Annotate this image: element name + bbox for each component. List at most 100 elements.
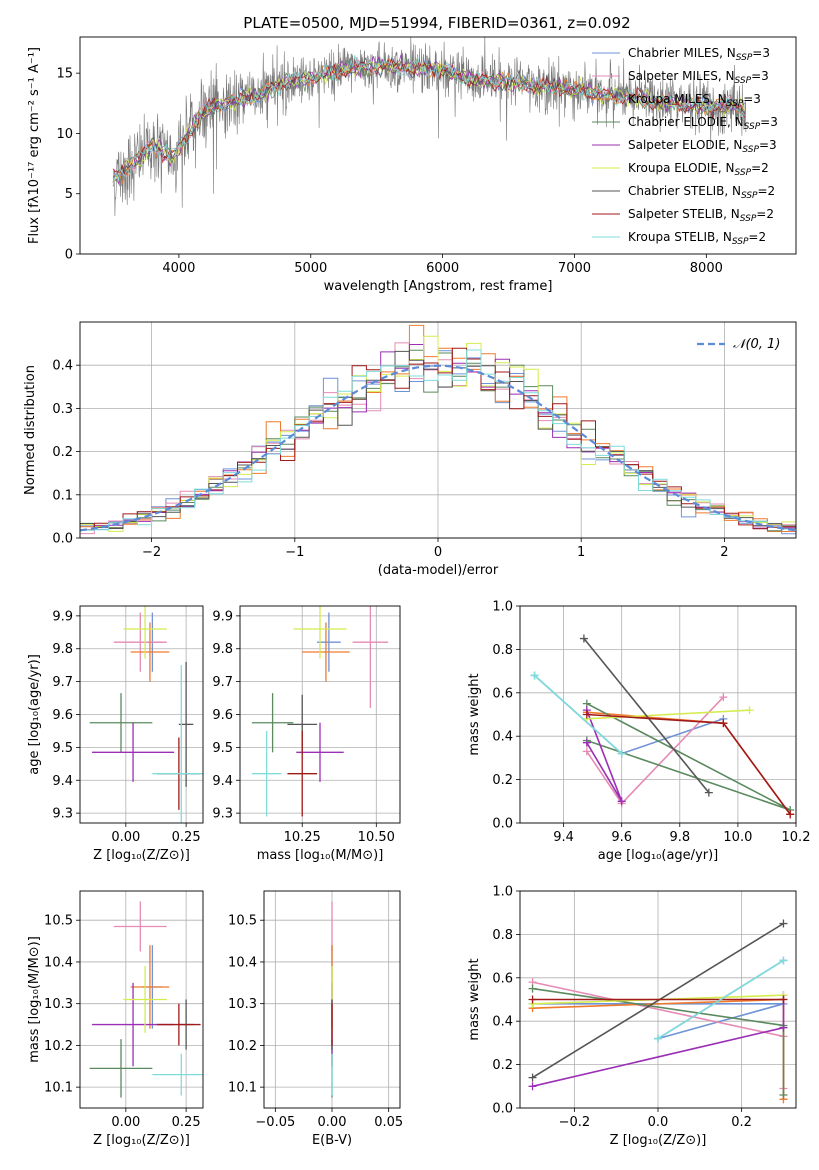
x-tick-label: 9.4 xyxy=(553,830,574,845)
y-tick-label: 10.3 xyxy=(228,997,257,1012)
weight-series-line xyxy=(657,959,784,1040)
x-tick-label: 7000 xyxy=(558,261,591,276)
x-tick-label: 10.25 xyxy=(284,830,321,845)
legend-model-name: Chabrier ELODIE, N xyxy=(628,115,744,129)
axes-frame xyxy=(519,605,797,824)
weight-point-marker xyxy=(654,1034,662,1043)
histogram-series xyxy=(80,349,796,538)
weight-point-marker xyxy=(745,706,754,715)
legend-entry: Kroupa STELIB, NSSP=2 xyxy=(628,230,766,247)
axes-frame xyxy=(79,890,204,1109)
errorbar-point xyxy=(130,945,170,1029)
legend-nssp-sub: SSP xyxy=(742,145,759,155)
y-tick-label: 0.8 xyxy=(492,928,513,943)
errorbar-point xyxy=(251,730,282,817)
weight-series-line xyxy=(583,637,710,794)
axes-frame xyxy=(79,605,204,824)
x-axis-label: wavelength [Angstrom, rest frame] xyxy=(324,279,553,294)
errorbar-point xyxy=(157,1003,201,1046)
y-tick-label: 0.2 xyxy=(52,445,73,460)
y-tick-label: 10.3 xyxy=(44,997,73,1012)
y-tick-label: 0.8 xyxy=(492,643,513,658)
errorbar-point xyxy=(302,622,350,682)
y-tick-label: 0.1 xyxy=(52,488,73,503)
x-tick-label: −0.05 xyxy=(255,1115,295,1130)
x-tick-label: 0.25 xyxy=(172,1115,201,1130)
legend-nssp-sub: SSP xyxy=(732,237,749,247)
legend-entry: Chabrier MILES, NSSP=3 xyxy=(628,46,770,63)
x-tick-label: 0.25 xyxy=(172,830,201,845)
plot-area xyxy=(89,901,203,1098)
y-axis-label: mass weight xyxy=(467,673,482,755)
x-tick-label: 10.50 xyxy=(358,830,395,845)
legend-entry: Kroupa ELODIE, NSSP=2 xyxy=(628,161,769,178)
x-tick-label: 9.6 xyxy=(611,830,632,845)
y-tick-label: 5 xyxy=(65,187,73,202)
weight-point-marker xyxy=(779,956,788,965)
weight-point-marker xyxy=(528,995,537,1004)
legend-nssp-value: =3 xyxy=(759,138,777,152)
errorbar-point xyxy=(251,693,294,753)
x-tick-label: −0.2 xyxy=(559,1115,591,1130)
plot-area xyxy=(89,606,203,823)
legend-nssp-value: =3 xyxy=(743,92,761,106)
x-tick-label: 6000 xyxy=(426,261,459,276)
x-tick-label: 10.0 xyxy=(723,830,752,845)
y-tick-label: 10.5 xyxy=(228,914,257,929)
y-tick-label: 10.4 xyxy=(44,955,73,970)
weight-point-marker xyxy=(579,634,588,643)
legend-nssp-value: =2 xyxy=(751,161,769,175)
legend-model-name: Salpeter MILES, N xyxy=(628,69,735,83)
model-spectrum-line xyxy=(112,54,745,182)
plot-area xyxy=(80,324,796,538)
x-tick-label: 9.8 xyxy=(669,830,690,845)
figure-title: PLATE=0500, MJD=51994, FIBERID=0361, z=0… xyxy=(243,14,630,32)
legend-entry: Chabrier STELIB, NSSP=2 xyxy=(628,184,775,201)
x-axis-label: age [log₁₀(age/yr)] xyxy=(598,848,719,863)
plot-area xyxy=(112,37,747,216)
y-tick-label: 0.2 xyxy=(492,1058,513,1073)
weight-series-line xyxy=(533,674,623,755)
panel-mass_vs_age: 10.25 10.50 9.3 9.4 9.5 9.6 9.7 9.8 9.9 mass [log… xyxy=(212,605,401,863)
plot-area xyxy=(528,919,788,1104)
legend-nssp-value: =2 xyxy=(748,230,766,244)
x-axis-label: mass [log₁₀(M/M⊙)] xyxy=(257,848,384,863)
legend-nssp-value: =3 xyxy=(752,46,770,60)
panel-Z_vs_weight: −0.2 0.0 0.2 0.0 0.2 0.4 0.6 0.8 1.0 Z [log₁₀(Z/Z… xyxy=(467,885,797,1148)
weight-point-marker xyxy=(582,738,591,747)
legend-model-name: Kroupa ELODIE, N xyxy=(628,161,735,175)
y-tick-label: 0.4 xyxy=(492,730,513,745)
legend-entry: Kroupa MILES, NSSP=3 xyxy=(628,92,761,109)
errorbar-point xyxy=(293,606,347,659)
axes-frame xyxy=(519,890,797,1109)
axes-frame xyxy=(79,321,797,539)
x-tick-label: −1 xyxy=(285,545,304,560)
panel-Z_vs_age: 0.00 0.25 9.3 9.4 9.5 9.6 9.7 9.8 9.9 Z [log₁₀(Z/… xyxy=(27,605,204,863)
errorbar-point xyxy=(113,901,167,952)
legend-model-name: Kroupa STELIB, N xyxy=(628,230,732,244)
y-tick-label: 10 xyxy=(56,127,73,142)
weight-point-marker xyxy=(786,810,795,819)
weight-series-line xyxy=(532,922,784,1079)
y-tick-label: 10.4 xyxy=(228,955,257,970)
errorbar-point xyxy=(92,722,175,782)
x-tick-label: 0.00 xyxy=(111,1115,140,1130)
y-tick-label: 0.0 xyxy=(52,532,73,547)
errorbar-point xyxy=(152,665,203,823)
weight-point-marker xyxy=(719,693,728,702)
weight-point-marker xyxy=(779,1023,788,1032)
weight-point-marker xyxy=(779,919,788,928)
legend-nssp-value: =3 xyxy=(760,115,778,129)
y-tick-label: 10.1 xyxy=(228,1081,257,1096)
x-tick-label: 0 xyxy=(434,545,442,560)
errorbar-point xyxy=(130,622,170,682)
y-tick-label: 0.3 xyxy=(52,402,73,417)
weight-series-line xyxy=(533,674,724,755)
legend-entry: Chabrier ELODIE, NSSP=3 xyxy=(628,115,778,132)
legend-nssp-sub: SSP xyxy=(736,53,753,63)
weight-point-marker xyxy=(719,719,728,728)
legend-nssp-sub: SSP xyxy=(741,191,758,201)
legend-nssp-sub: SSP xyxy=(735,76,752,86)
x-tick-label: 0.05 xyxy=(374,1115,403,1130)
